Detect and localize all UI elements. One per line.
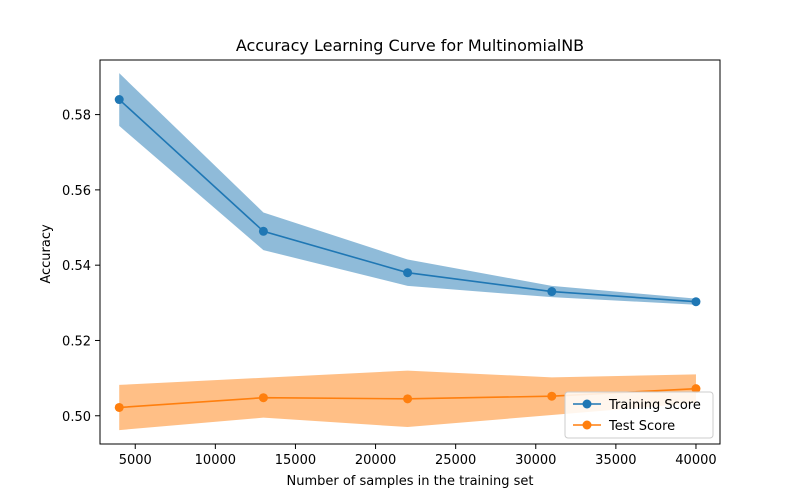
y-tick-label: 0.52 xyxy=(62,334,91,349)
y-axis-ticks: 0.50 0.52 0.54 0.56 0.58 xyxy=(62,109,100,425)
legend-marker-swatch xyxy=(582,399,592,409)
data-point-training xyxy=(258,226,268,236)
y-tick-label: 0.54 xyxy=(62,259,91,274)
y-tick-label: 0.58 xyxy=(62,109,91,124)
plot-frame xyxy=(99,59,721,445)
data-point-test xyxy=(114,402,124,412)
chart-title: Accuracy Learning Curve for MultinomialN… xyxy=(236,36,584,55)
legend-box xyxy=(564,391,714,439)
data-point-test xyxy=(403,394,413,404)
data-point-test xyxy=(691,384,701,394)
x-tick-label: 5000 xyxy=(119,453,152,468)
y-tick-label: 0.50 xyxy=(62,410,91,425)
data-point-training xyxy=(114,95,124,105)
y-axis-label: Accuracy xyxy=(39,224,54,284)
x-tick-label: 40000 xyxy=(675,453,716,468)
legend-marker-swatch xyxy=(582,420,592,430)
series-markers xyxy=(114,95,701,412)
data-point-test xyxy=(547,391,557,401)
data-point-test xyxy=(258,393,268,403)
x-tick-label: 30000 xyxy=(515,453,556,468)
x-axis-ticks: 5000 10000 15000 20000 25000 30000 35000 40000 xyxy=(119,444,717,468)
y-tick-label: 0.56 xyxy=(62,184,91,199)
x-tick-label: 10000 xyxy=(195,453,236,468)
x-tick-label: 20000 xyxy=(355,453,396,468)
x-tick-label: 25000 xyxy=(435,453,476,468)
confidence-band-training xyxy=(119,73,696,305)
data-point-training xyxy=(691,297,701,307)
legend-label: Test Score xyxy=(608,419,675,434)
legend-label: Training Score xyxy=(608,398,701,413)
data-point-training xyxy=(547,287,557,297)
x-tick-label: 35000 xyxy=(595,453,636,468)
legend: Training Score Test Score xyxy=(564,391,714,439)
x-tick-label: 15000 xyxy=(275,453,316,468)
x-axis-label: Number of samples in the training set xyxy=(287,474,534,489)
data-point-training xyxy=(403,268,413,278)
